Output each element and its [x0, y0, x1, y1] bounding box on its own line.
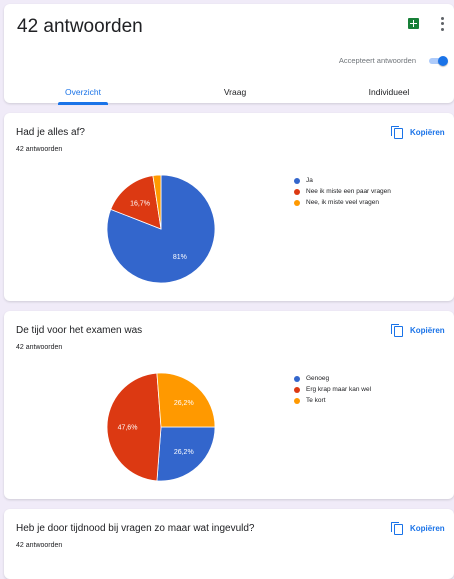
copy-icon	[390, 323, 404, 337]
question-title: Had je alles af?	[16, 127, 85, 138]
active-tab-indicator	[58, 102, 108, 105]
pie-slice	[106, 372, 162, 482]
legend-item: Nee, ik miste veel vragen	[294, 197, 391, 208]
question-card: Heb je door tijdnood bij vragen zo maar …	[4, 509, 454, 579]
slice-label: 26,2%	[174, 400, 194, 407]
pie-slice	[110, 175, 162, 230]
legend-label: Nee, ik miste veel vragen	[306, 199, 379, 206]
legend-item: Te kort	[294, 395, 371, 406]
legend-label: Nee ik miste een paar vragen	[306, 188, 391, 195]
accepting-responses-toggle[interactable]	[427, 56, 448, 66]
chart-legend: Ja Nee ik miste een paar vragen Nee, ik mi…	[294, 175, 391, 208]
slice-label: 26,2%	[174, 449, 194, 456]
response-count: 42 antwoorden	[16, 344, 63, 351]
legend-swatch	[294, 397, 300, 404]
tab-overview[interactable]: Overzicht	[65, 87, 101, 97]
legend-item: Erg krap maar kan wel	[294, 384, 371, 395]
legend-swatch	[294, 177, 300, 184]
copy-icon	[390, 125, 404, 139]
legend-swatch	[294, 375, 300, 382]
accepting-responses-label: Accepteert antwoorden	[338, 56, 416, 65]
copy-chart-button[interactable]: Kopiëren	[390, 521, 445, 535]
slice-label: 81%	[173, 254, 187, 261]
pie-slice	[156, 372, 216, 428]
tab-question[interactable]: Vraag	[223, 87, 247, 97]
copy-icon	[390, 521, 404, 535]
question-card: Had je alles af? 42 antwoorden Kopiëren …	[4, 113, 454, 301]
pie-slice	[156, 426, 216, 482]
copy-label: Kopiëren	[410, 325, 445, 335]
slice-label: 47,6%	[118, 425, 138, 432]
copy-chart-button[interactable]: Kopiëren	[390, 323, 445, 337]
question-title: Heb je door tijdnood bij vragen zo maar …	[16, 523, 255, 534]
slice-label: 16,7%	[130, 200, 150, 207]
chart-legend: Genoeg Erg krap maar kan wel Te kort	[294, 373, 371, 406]
legend-swatch	[294, 188, 300, 195]
question-card: De tijd voor het examen was 42 antwoorde…	[4, 311, 454, 499]
legend-swatch	[294, 386, 300, 393]
legend-label: Ja	[306, 177, 313, 184]
pie-slice	[152, 174, 162, 230]
pie-chart: 81% 16,7%	[106, 174, 216, 284]
response-count-title: 42 antwoorden	[17, 16, 143, 37]
response-count: 42 antwoorden	[16, 146, 63, 153]
tab-individual[interactable]: Individueel	[368, 87, 410, 97]
response-count: 42 antwoorden	[16, 542, 63, 549]
question-title: De tijd voor het examen was	[16, 325, 143, 336]
more-vert-icon[interactable]	[437, 16, 447, 32]
legend-label: Erg krap maar kan wel	[306, 386, 372, 393]
legend-label: Te kort	[306, 397, 326, 404]
copy-label: Kopiëren	[410, 523, 445, 533]
summary-header-card: 42 antwoorden Accepteert antwoorden Over…	[4, 4, 454, 105]
legend-swatch	[294, 199, 300, 206]
legend-item: Genoeg	[294, 373, 371, 384]
legend-item: Ja	[294, 175, 391, 186]
copy-label: Kopiëren	[410, 127, 445, 137]
google-sheets-icon[interactable]	[408, 18, 419, 29]
pie-chart: 26,2% 47,6% 26,2%	[106, 372, 216, 482]
legend-label: Genoeg	[306, 375, 330, 382]
copy-chart-button[interactable]: Kopiëren	[390, 125, 445, 139]
legend-item: Nee ik miste een paar vragen	[294, 186, 391, 197]
